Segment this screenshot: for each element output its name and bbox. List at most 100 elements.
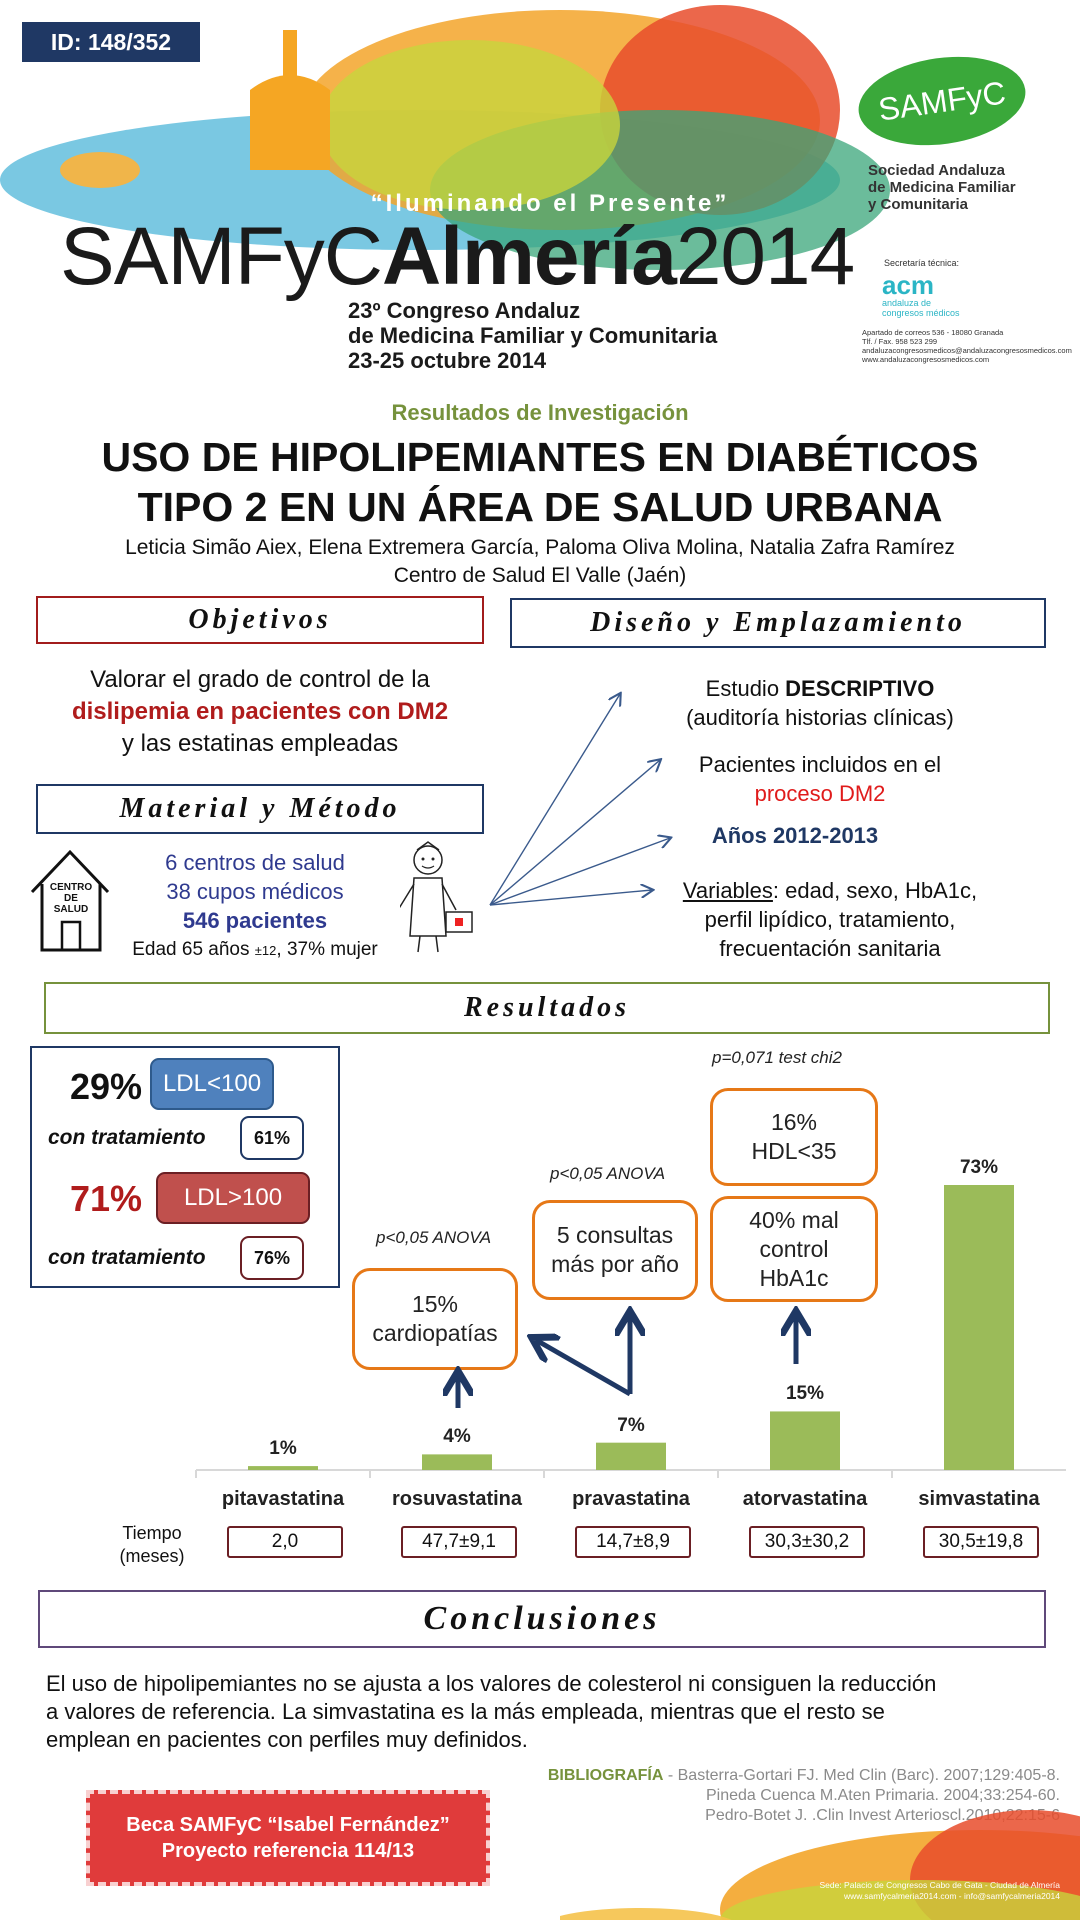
resultados-heading: Resultados	[44, 982, 1050, 1034]
conclusiones-line-3: emplean en pacientes con perfiles muy de…	[46, 1727, 528, 1752]
box-cardiopatias: 15% cardiopatías	[352, 1268, 518, 1370]
footer-line-2: www.samfycalmeria2014.com - info@samfyca…	[843, 1891, 1060, 1901]
time-box-pitavastatina: 2,0	[227, 1526, 343, 1558]
footer-artwork	[560, 1810, 1080, 1920]
diseno-item-2: Pacientes incluidos en el proceso DM2	[620, 750, 1020, 808]
time-box-rosuvastatina: 47,7±9,1	[401, 1526, 517, 1558]
material-line-3: 546 pacientes	[182, 908, 328, 933]
bar-value-label: 15%	[785, 1383, 825, 1405]
conclusiones-text: El uso de hipolipemiantes no se ajusta a…	[46, 1670, 1056, 1754]
poster-title: USO DE HIPOLIPEMIANTES EN DIABÉTICOS TIP…	[0, 432, 1080, 532]
health-center: Centro de Salud El Valle (Jaén)	[393, 564, 687, 587]
category-label: Resultados de Investigación	[391, 400, 689, 425]
congress-dates: 23-25 octubre 2014	[348, 348, 547, 373]
diseno-item-2b: proceso DM2	[754, 781, 886, 806]
diseno-item-4: Variables: edad, sexo, HbA1c, perfil lip…	[630, 876, 1030, 963]
acm-subtitle: andaluza de congresos médicos	[882, 298, 960, 318]
box-consultas: 5 consultas más por año	[532, 1200, 698, 1300]
treat-label-low: con tratamiento	[48, 1126, 206, 1149]
treat-high-box: 76%	[240, 1236, 304, 1280]
diseno-item-4a: Variables	[682, 878, 773, 903]
diseno-item-4d: frecuentación sanitaria	[719, 936, 941, 961]
acm-logo: acm	[882, 270, 935, 300]
society-name: Sociedad Andaluza de Medicina Familiar y…	[868, 162, 1016, 213]
time-label: Tiempo (meses)	[102, 1522, 202, 1568]
beca-line-1: Beca SAMFyC “Isabel Fernández”	[126, 1814, 450, 1836]
bar-rosuvastatina	[422, 1454, 492, 1470]
box-hdl: 16% HDL<35	[710, 1088, 878, 1186]
ldl-low-pill: LDL<100	[150, 1058, 274, 1110]
doctor-icon	[400, 841, 473, 953]
conclusiones-line-1: El uso de hipolipemiantes no se ajusta a…	[46, 1671, 937, 1696]
material-line-4c: , 37% mujer	[276, 939, 378, 960]
bibliografia-ref-2: Pineda Cuenca M.Aten Primaria. 2004;33:2…	[706, 1787, 1060, 1804]
congress-title: SAMFyCAlmería2014	[60, 210, 855, 304]
ldl-summary-panel: 29% LDL<100 con tratamiento 61% 71% LDL>…	[30, 1046, 340, 1288]
bar-pitavastatina	[248, 1466, 318, 1470]
bar-pravastatina	[596, 1442, 666, 1470]
address-1: Apartado de correos 536 - 18080 Granada	[862, 328, 1004, 337]
acm-sub-1: andaluza de	[882, 298, 932, 308]
congress-motto: “Iluminando el Presente”	[370, 190, 730, 217]
address-3: andaluzacongresosmedicos@andaluzacongres…	[862, 346, 1072, 355]
note-pravastatina: p<0,05 ANOVA	[550, 1164, 666, 1183]
bar-value-label: 7%	[617, 1414, 645, 1436]
bar-value-label: 73%	[959, 1157, 999, 1178]
authors: Leticia Simão Aiex, Elena Extremera Garc…	[125, 536, 955, 559]
objetivos-line-3: y las estatinas empleadas	[121, 730, 399, 757]
society-name-2: de Medicina Familiar	[868, 179, 1016, 196]
note-atorvastatina: p=0,071 test chi2	[712, 1048, 842, 1067]
note-rosuvastatina: p<0,05 ANOVA	[376, 1228, 492, 1247]
society-name-1: Sociedad Andaluza	[868, 162, 1005, 179]
category-label-atorvastatina: atorvastatina	[742, 1488, 868, 1510]
bar-simvastatina	[944, 1185, 1014, 1470]
title-line-2: TIPO 2 EN UN ÁREA DE SALUD URBANA	[137, 484, 943, 530]
congress-line-2: de Medicina Familiar y Comunitaria	[348, 323, 718, 348]
diseno-item-4b: : edad, sexo, HbA1c,	[772, 878, 978, 903]
category-label-pitavastatina: pitavastatina	[221, 1488, 345, 1510]
objetivos-line-2: dislipemia en pacientes con DM2	[71, 698, 449, 725]
time-box-pravastatina: 14,7±8,9	[575, 1526, 691, 1558]
diseno-item-1b: DESCRIPTIVO	[785, 676, 935, 701]
diseno-item-1: Estudio DESCRIPTIVO (auditoría historias…	[620, 674, 1020, 732]
material-heading: Material y Método	[36, 784, 484, 834]
pct-ldl-high: 71%	[70, 1178, 143, 1219]
congress-title-year: 2014	[675, 211, 855, 302]
conclusiones-heading: Conclusiones	[38, 1590, 1046, 1648]
house-label-2: DE	[64, 893, 78, 904]
objetivos-line-1: Valorar el grado de control de la	[90, 666, 430, 693]
secretaria-label: Secretaría técnica:	[884, 258, 960, 268]
bibliografia-ref-1: - Basterra-Gortari FJ. Med Clin (Barc). …	[663, 1767, 1060, 1784]
bar-value-label: 4%	[443, 1426, 471, 1448]
congress-title-part-1: SAMFyC	[60, 211, 383, 302]
objetivos-heading: Objetivos	[36, 596, 484, 644]
material-line-4a: Edad 65 años	[132, 939, 255, 960]
conclusiones-line-2: a valores de referencia. La simvastatina…	[46, 1699, 885, 1724]
house-label-3: SALUD	[53, 904, 89, 915]
beca-badge: Beca SAMFyC “Isabel Fernández” Proyecto …	[86, 1790, 490, 1886]
treat-label-high: con tratamiento	[48, 1246, 206, 1269]
header-banner: ID: 148/352 “Iluminando el Presente” SAM…	[0, 0, 1080, 380]
congress-info: 23º Congreso Andaluz de Medicina Familia…	[348, 298, 717, 373]
diseno-item-3: Años 2012-2013	[711, 823, 879, 848]
congress-title-part-2: Almería	[382, 211, 677, 302]
time-label-1: Tiempo	[122, 1523, 182, 1543]
congress-line-1: 23º Congreso Andaluz	[348, 298, 581, 323]
bibliografia: BIBLIOGRAFÍA - Basterra-Gortari FJ. Med …	[420, 1766, 1060, 1826]
ldl-high-pill: LDL>100	[156, 1172, 310, 1224]
beca-line-2: Proyecto referencia 114/13	[161, 1840, 415, 1862]
material-line-1: 6 centros de salud	[165, 850, 345, 875]
footer-line-1: Sede: Palacio de Congresos Cabo de Gata …	[819, 1880, 1060, 1890]
house-label-1: CENTRO	[49, 882, 93, 893]
health-center-icon: CENTRO DE SALUD	[28, 846, 112, 956]
diseno-item-1a: Estudio	[705, 676, 786, 701]
diseno-item-1c: (auditoría historias clínicas)	[686, 705, 954, 730]
address-4: www.andaluzacongresosmedicos.com	[862, 355, 990, 364]
category-label-rosuvastatina: rosuvastatina	[391, 1488, 523, 1510]
time-label-2: (meses)	[119, 1546, 185, 1566]
box-hba1c: 40% mal control HbA1c	[710, 1196, 878, 1302]
statin-bar-chart	[195, 1185, 1066, 1478]
bibliografia-label: BIBLIOGRAFÍA	[547, 1767, 664, 1784]
society-name-3: y Comunitaria	[868, 196, 969, 213]
secretaria-address: Apartado de correos 536 - 18080 Granada …	[862, 328, 1072, 364]
